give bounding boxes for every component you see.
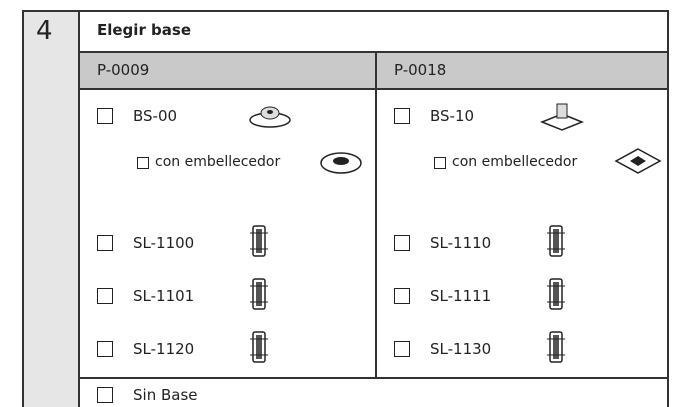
- section-title: Elegir base: [97, 21, 192, 39]
- option-label: SL-1101: [133, 287, 195, 305]
- product-icon: [250, 331, 268, 363]
- product-icon: [614, 148, 662, 174]
- checkbox[interactable]: [137, 157, 149, 169]
- column-header: P-0009: [97, 61, 150, 79]
- border: [22, 10, 669, 12]
- header-row: [78, 52, 668, 88]
- checkbox[interactable]: [394, 341, 410, 357]
- border: [375, 52, 377, 378]
- checkbox[interactable]: [434, 157, 446, 169]
- column-header: P-0018: [394, 61, 447, 79]
- option-label: SL-1100: [133, 234, 195, 252]
- checkbox[interactable]: [97, 341, 113, 357]
- product-icon: [547, 331, 565, 363]
- checkbox[interactable]: [97, 235, 113, 251]
- product-icon: [547, 225, 565, 257]
- border: [78, 377, 668, 379]
- option-label: SL-1110: [430, 234, 492, 252]
- option-label: SL-1120: [133, 340, 195, 358]
- border: [78, 88, 668, 90]
- option-label: BS-00: [133, 107, 178, 125]
- product-icon: [249, 106, 291, 128]
- border: [22, 10, 24, 407]
- option-label: BS-10: [430, 107, 475, 125]
- step-number: 4: [36, 16, 53, 46]
- option-label: con embellecedor: [155, 154, 281, 170]
- product-icon: [539, 103, 585, 131]
- step-cell: [22, 10, 78, 407]
- product-icon: [250, 278, 268, 310]
- option-label: SL-1130: [430, 340, 492, 358]
- option-label: Sin Base: [133, 386, 198, 404]
- checkbox[interactable]: [97, 387, 113, 403]
- checkbox[interactable]: [394, 235, 410, 251]
- border: [78, 51, 668, 53]
- checkbox[interactable]: [394, 288, 410, 304]
- product-icon: [250, 225, 268, 257]
- checkbox[interactable]: [394, 108, 410, 124]
- option-label: SL-1111: [430, 287, 492, 305]
- checkbox[interactable]: [97, 288, 113, 304]
- product-icon: [547, 278, 565, 310]
- checkbox[interactable]: [97, 108, 113, 124]
- option-label: con embellecedor: [452, 154, 578, 170]
- product-icon: [320, 152, 362, 174]
- border: [667, 10, 669, 407]
- border: [78, 10, 80, 407]
